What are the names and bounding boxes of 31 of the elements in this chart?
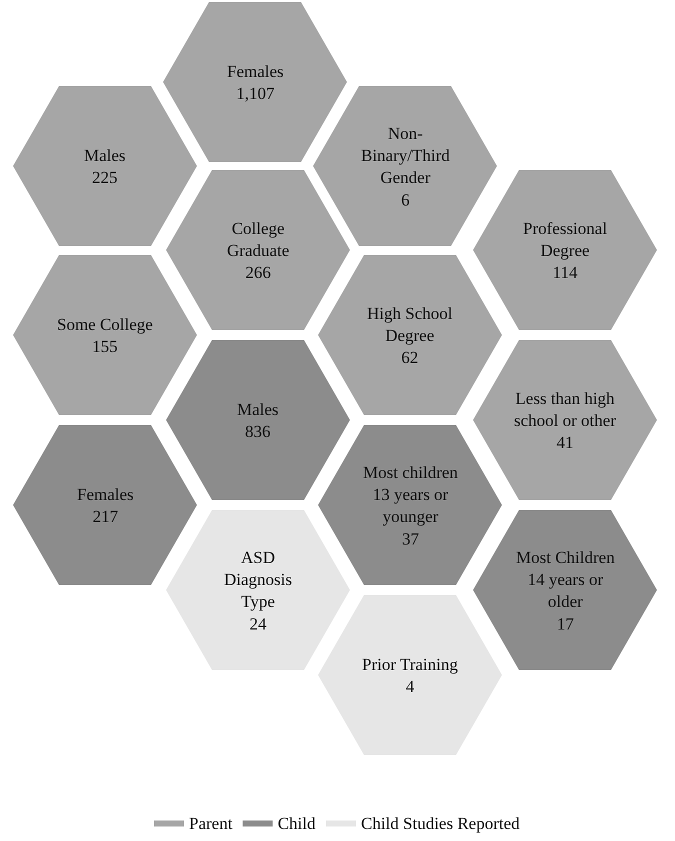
data-label: 4 [406, 677, 415, 696]
data-label: 37 [402, 529, 420, 548]
data-label: 155 [92, 337, 118, 356]
category-label: Some College [57, 315, 153, 334]
category-label: Most Children 14 years or older [516, 548, 616, 612]
legend-label: Child Studies Reported [360, 814, 520, 834]
category-label: ASD Diagnosis Type [224, 548, 292, 612]
category-label: Professional Degree [523, 219, 608, 260]
legend-label: Parent [189, 814, 233, 834]
data-label: 114 [552, 263, 578, 282]
category-label: College Graduate [227, 219, 290, 260]
data-label: 217 [92, 507, 119, 526]
category-label: High School Degree [367, 304, 453, 346]
category-label: Most children 13 years or younger [363, 463, 458, 526]
data-label: 17 [556, 614, 574, 634]
data-label: 266 [245, 263, 271, 282]
data-label: 1,107 [236, 84, 275, 104]
data-label: 836 [245, 422, 271, 442]
category-label: Females [227, 62, 284, 81]
data-label: 6 [401, 190, 410, 210]
category-label: Less than high school or other [514, 389, 616, 430]
category-label: Prior Training [362, 655, 458, 674]
category-label: Males [237, 400, 279, 419]
data-label: 225 [92, 168, 118, 188]
category-label: Males [84, 146, 126, 165]
data-label: 62 [401, 348, 418, 368]
category-label: Non- Binary/Third Gender [361, 124, 450, 188]
data-label: 41 [556, 433, 574, 452]
legend-label: Child [278, 814, 316, 834]
data-label: 24 [250, 614, 267, 634]
category-label: Females [77, 485, 134, 504]
